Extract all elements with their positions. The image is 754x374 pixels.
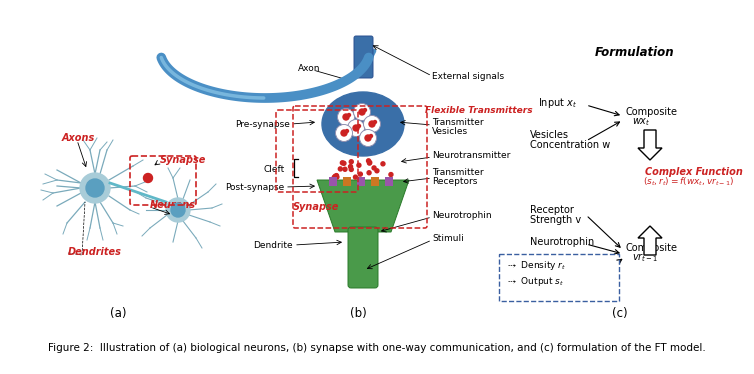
Text: (a): (a) <box>110 307 126 319</box>
Text: A: A <box>174 205 182 215</box>
Circle shape <box>357 125 360 128</box>
Ellipse shape <box>80 173 110 203</box>
Text: (b): (b) <box>350 307 366 319</box>
Text: $wx_t$: $wx_t$ <box>632 116 651 128</box>
Text: $(s_t, r_t) = f(wx_t, vr_{t-1})$: $(s_t, r_t) = f(wx_t, vr_{t-1})$ <box>643 176 734 188</box>
Text: Synapse: Synapse <box>160 155 207 165</box>
Circle shape <box>369 121 375 127</box>
Text: Cleft: Cleft <box>264 165 285 174</box>
Text: $\dashrightarrow$ Density $r_t$: $\dashrightarrow$ Density $r_t$ <box>506 260 566 273</box>
Circle shape <box>357 163 361 167</box>
Text: Strength v: Strength v <box>530 215 581 225</box>
Circle shape <box>368 160 372 165</box>
Circle shape <box>333 174 337 178</box>
Circle shape <box>381 162 385 166</box>
Text: (c): (c) <box>612 307 628 319</box>
Text: Post-synapse: Post-synapse <box>225 183 284 191</box>
Text: Transmitter: Transmitter <box>432 168 483 177</box>
Text: Dendrite: Dendrite <box>253 240 293 249</box>
Text: Transmitter: Transmitter <box>432 117 483 126</box>
Text: Vesicles: Vesicles <box>432 126 468 135</box>
Text: Neurotrophin: Neurotrophin <box>432 211 492 220</box>
Circle shape <box>367 171 371 175</box>
Text: Neurotransmitter: Neurotransmitter <box>432 150 510 159</box>
Polygon shape <box>317 180 409 232</box>
Circle shape <box>363 116 381 132</box>
Text: $\dashrightarrow$ Output $s_t$: $\dashrightarrow$ Output $s_t$ <box>506 275 564 288</box>
Circle shape <box>359 109 365 115</box>
Text: External signals: External signals <box>432 71 504 80</box>
Circle shape <box>348 120 364 137</box>
Text: Receptor: Receptor <box>530 205 574 215</box>
Circle shape <box>343 167 347 171</box>
Circle shape <box>354 104 370 120</box>
Text: Complex Function: Complex Function <box>645 167 743 177</box>
Circle shape <box>375 169 379 173</box>
Circle shape <box>349 160 354 164</box>
Circle shape <box>365 135 371 141</box>
Circle shape <box>366 159 370 163</box>
Text: Composite: Composite <box>626 107 678 117</box>
Text: Receptors: Receptors <box>432 177 477 186</box>
Circle shape <box>339 167 342 171</box>
Circle shape <box>342 161 346 165</box>
FancyBboxPatch shape <box>354 36 373 78</box>
Text: Formulation: Formulation <box>595 46 675 58</box>
Circle shape <box>345 129 348 132</box>
Text: Flexible Transmitters: Flexible Transmitters <box>425 105 532 114</box>
Circle shape <box>373 120 376 123</box>
Text: $vr_{t-1}$: $vr_{t-1}$ <box>632 252 658 264</box>
Circle shape <box>358 172 363 176</box>
Circle shape <box>367 161 372 165</box>
Ellipse shape <box>171 203 185 217</box>
Text: Neurons: Neurons <box>150 200 196 210</box>
FancyBboxPatch shape <box>371 177 379 186</box>
FancyBboxPatch shape <box>343 177 351 186</box>
FancyBboxPatch shape <box>329 177 337 186</box>
Circle shape <box>363 108 366 111</box>
Circle shape <box>338 108 354 126</box>
FancyBboxPatch shape <box>348 227 378 288</box>
Circle shape <box>353 125 359 131</box>
Text: Vesicles: Vesicles <box>530 130 569 140</box>
Ellipse shape <box>166 198 190 222</box>
Circle shape <box>335 174 339 178</box>
Text: Input $x_t$: Input $x_t$ <box>538 96 577 110</box>
Circle shape <box>336 125 353 141</box>
Circle shape <box>389 172 393 177</box>
Circle shape <box>333 175 336 180</box>
Circle shape <box>143 174 152 183</box>
Circle shape <box>348 165 353 169</box>
Circle shape <box>369 135 372 138</box>
Circle shape <box>335 175 339 179</box>
Text: Neurotrophin: Neurotrophin <box>530 237 594 247</box>
Text: Stimuli: Stimuli <box>432 233 464 242</box>
Polygon shape <box>638 130 662 160</box>
Text: Dendrites: Dendrites <box>68 247 122 257</box>
Circle shape <box>349 168 354 171</box>
Ellipse shape <box>322 92 404 156</box>
Text: Pre-synapse: Pre-synapse <box>235 120 290 129</box>
Text: Composite: Composite <box>626 243 678 253</box>
Text: Figure 2:  Illustration of (a) biological neurons, (b) synapse with one-way comm: Figure 2: Illustration of (a) biological… <box>48 343 706 353</box>
Circle shape <box>340 161 345 165</box>
Text: Synapse: Synapse <box>293 202 339 212</box>
Circle shape <box>348 113 351 116</box>
Ellipse shape <box>86 179 104 197</box>
Polygon shape <box>638 226 662 255</box>
FancyBboxPatch shape <box>385 177 393 186</box>
Circle shape <box>372 166 376 170</box>
Text: Axons: Axons <box>62 133 95 143</box>
Text: Axon: Axon <box>298 64 320 73</box>
Circle shape <box>360 129 376 147</box>
Circle shape <box>341 130 347 136</box>
Text: B: B <box>91 184 99 193</box>
Text: Concentration w: Concentration w <box>530 140 610 150</box>
Circle shape <box>354 175 357 179</box>
FancyBboxPatch shape <box>357 177 365 186</box>
Circle shape <box>343 114 349 120</box>
